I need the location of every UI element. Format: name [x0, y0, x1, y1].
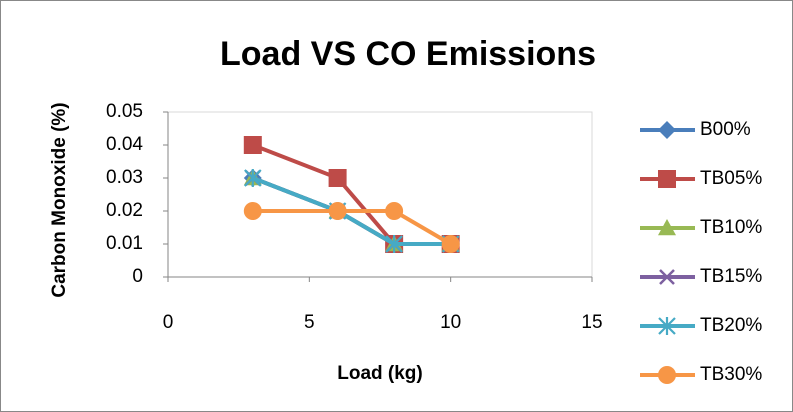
y-axis-label: Carbon Monoxide (%): [49, 102, 70, 297]
marker: [385, 235, 403, 253]
y-tick-label: 0.05: [106, 101, 143, 122]
legend-label: TB05%: [700, 168, 762, 189]
legend-label: TB30%: [700, 364, 762, 385]
legend-marker: [659, 269, 675, 285]
series-line: [252, 209, 452, 246]
marker: [385, 202, 404, 220]
marker: [244, 169, 262, 187]
y-tick-label: 0.02: [106, 200, 143, 221]
chart-title: Load VS CO Emissions: [220, 35, 596, 73]
legend-label: TB15%: [700, 266, 762, 287]
legend-marker: [658, 317, 676, 335]
legend-marker: [658, 366, 676, 384]
x-tick-label: 5: [304, 312, 315, 333]
y-tick-label: 0.03: [106, 167, 143, 188]
legend-label: B00%: [700, 119, 751, 140]
legend-label: TB10%: [700, 217, 762, 238]
x-tick-label: 15: [581, 312, 602, 333]
marker: [441, 235, 460, 253]
marker: [328, 169, 347, 187]
legend-label: TB20%: [700, 315, 762, 336]
y-tick-label: 0.04: [106, 134, 143, 155]
marker: [328, 202, 347, 220]
x-tick-label: 0: [163, 312, 174, 333]
marker: [243, 136, 262, 154]
x-tick-label: 10: [440, 312, 461, 333]
y-tick-label: 0: [132, 266, 143, 287]
legend-marker: [658, 219, 676, 236]
legend-marker: [658, 170, 676, 188]
marker: [243, 202, 262, 220]
y-tick-label: 0.01: [106, 233, 143, 254]
legend-marker: [658, 121, 676, 139]
series-line: [252, 176, 451, 246]
x-axis-label: Load (kg): [337, 363, 423, 384]
